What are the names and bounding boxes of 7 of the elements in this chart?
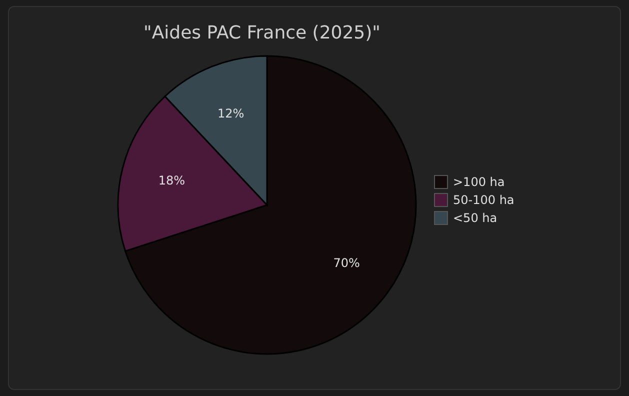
- data-label: 12%: [217, 106, 244, 121]
- legend-label: 50-100 ha: [453, 193, 514, 207]
- data-label: 70%: [333, 256, 360, 270]
- data-label: 18%: [158, 174, 186, 188]
- legend-label: <50 ha: [453, 211, 498, 225]
- chart-title: "Aides PAC France (2025)": [144, 22, 380, 44]
- legend-label: >100 ha: [453, 175, 505, 189]
